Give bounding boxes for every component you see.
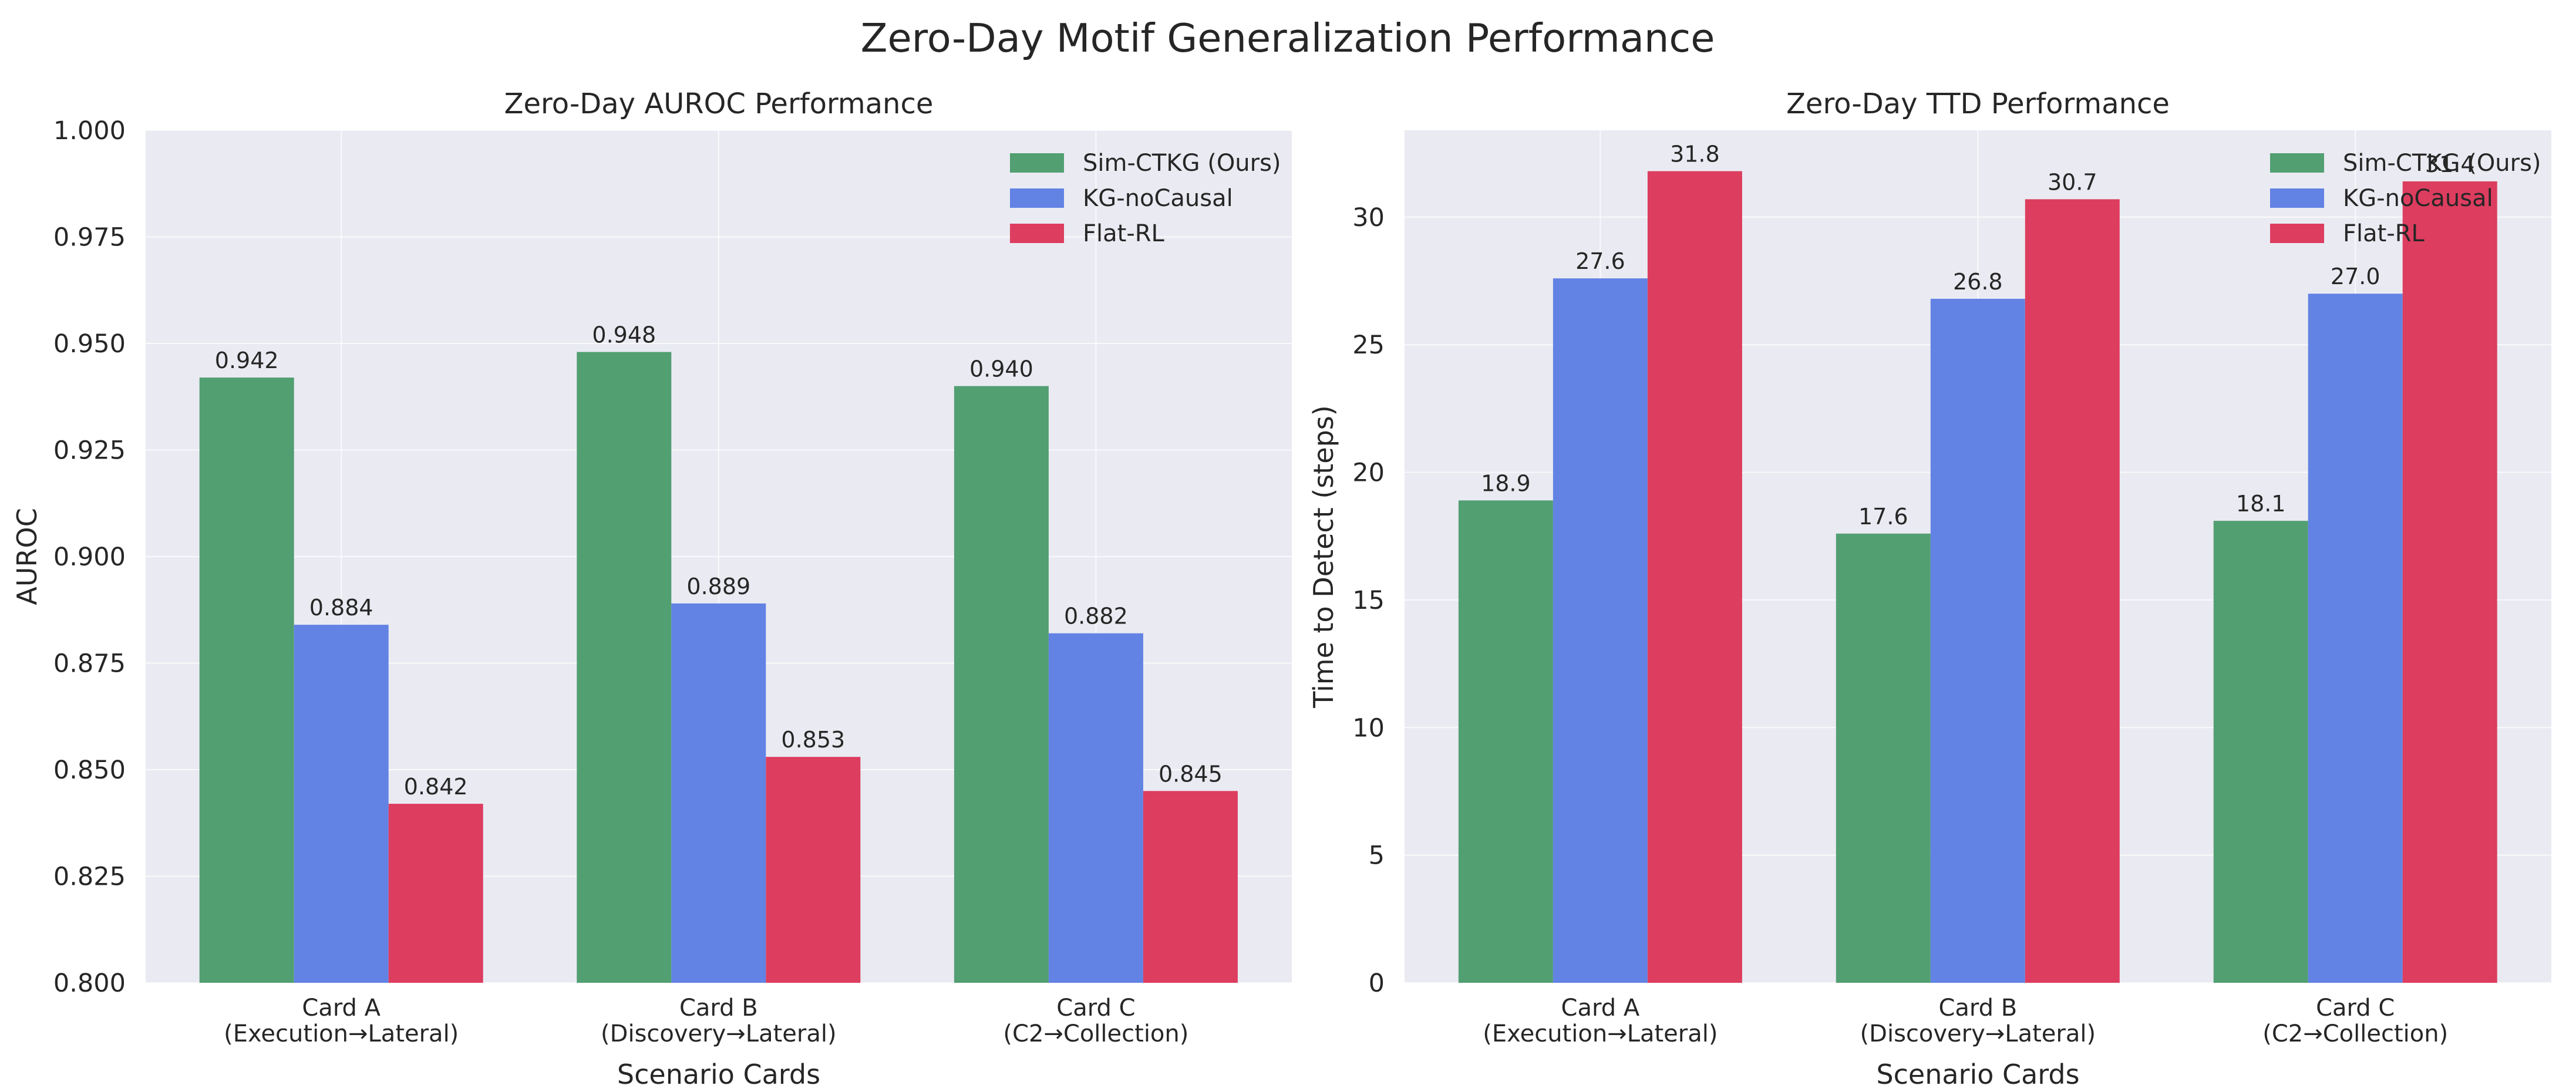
- chart2-bar: [2402, 181, 2497, 983]
- chart1-bar-value-label: 0.845: [1159, 761, 1223, 787]
- chart2-bar-value-label: 18.1: [2236, 491, 2286, 517]
- chart2-category-label: Card A: [1561, 995, 1640, 1022]
- chart2-bar-value-label: 17.6: [1858, 504, 1908, 530]
- chart1-bar: [954, 386, 1049, 983]
- chart1-bar: [766, 757, 861, 983]
- chart2-y-tick-label: 10: [1352, 713, 1385, 743]
- chart1-category-label: Card C: [1056, 995, 1135, 1022]
- chart2-bar: [2025, 199, 2120, 983]
- chart2-bar-value-label: 30.7: [2048, 169, 2097, 195]
- chart1-bar: [1143, 791, 1238, 983]
- chart2-bar: [1458, 500, 1553, 983]
- chart2-y-tick-label: 30: [1352, 203, 1385, 232]
- chart2-bar: [1836, 533, 1931, 983]
- chart2-legend-swatch: [2270, 153, 2324, 173]
- chart1-bar: [294, 625, 389, 983]
- chart1-legend-label: Flat-RL: [1083, 220, 1165, 247]
- chart1-y-tick-label: 0.975: [53, 223, 126, 252]
- chart1-legend-swatch: [1010, 224, 1064, 243]
- chart1-legend-swatch: [1010, 153, 1064, 173]
- chart1-category-label: (Discovery→Lateral): [601, 1020, 837, 1047]
- chart2-bar-value-label: 31.8: [1670, 141, 1720, 167]
- chart1-category-label: (Execution→Lateral): [224, 1020, 459, 1047]
- chart1-bar-value-label: 0.889: [686, 574, 750, 599]
- chart1-bar-value-label: 0.884: [309, 595, 373, 621]
- chart2-y-tick-label: 0: [1369, 969, 1385, 998]
- chart2-category-label: Card C: [2316, 995, 2395, 1022]
- chart1-bar: [388, 804, 483, 983]
- chart2-bar: [1553, 278, 1648, 983]
- chart1-bar: [1048, 633, 1143, 983]
- chart2-y-tick-label: 20: [1352, 459, 1385, 488]
- chart1-y-tick-label: 0.950: [53, 329, 126, 359]
- chart2-y-axis-label: Time to Detect (steps): [1308, 405, 1339, 708]
- chart1-title: Zero-Day AUROC Performance: [504, 87, 934, 120]
- chart2-legend-label: Flat-RL: [2343, 220, 2425, 247]
- chart2-category-label: (Execution→Lateral): [1483, 1020, 1718, 1047]
- chart1-y-axis-label: AUROC: [11, 508, 43, 605]
- chart2-y-tick-label: 15: [1352, 586, 1385, 615]
- chart2-bar-value-label: 31.4: [2425, 151, 2475, 177]
- chart2-bar: [2308, 294, 2403, 983]
- chart2-bar: [1930, 298, 2025, 983]
- chart1-x-axis-label: Scenario Cards: [617, 1059, 820, 1090]
- chart1-bar: [577, 352, 672, 983]
- chart1-legend-label: KG-noCausal: [1083, 185, 1233, 212]
- chart1-y-tick-label: 1.000: [53, 116, 126, 146]
- chart2-bar-value-label: 18.9: [1481, 470, 1531, 496]
- chart2-category-label: (Discovery→Lateral): [1860, 1020, 2096, 1047]
- chart1-category-label: Card A: [302, 995, 380, 1022]
- chart2-bar: [1647, 171, 1742, 983]
- chart1-legend-swatch: [1010, 188, 1064, 208]
- chart1-bar-value-label: 0.942: [215, 348, 279, 373]
- chart2-bar-value-label: 27.6: [1575, 248, 1625, 274]
- chart2-legend-label: KG-noCausal: [2343, 185, 2493, 212]
- chart1-category-label: Card B: [679, 995, 758, 1022]
- chart2-legend-swatch: [2270, 224, 2324, 243]
- chart1-y-tick-label: 0.900: [53, 542, 126, 572]
- chart1-y-tick-label: 0.825: [53, 862, 126, 892]
- chart1-y-tick-label: 0.925: [53, 436, 126, 466]
- chart1-category-label: (C2→Collection): [1003, 1020, 1188, 1047]
- chart2-title: Zero-Day TTD Performance: [1786, 87, 2170, 120]
- chart1-y-tick-label: 0.875: [53, 649, 126, 679]
- chart2-bar: [2213, 521, 2308, 983]
- chart1-bar: [671, 603, 766, 983]
- chart1-bar-value-label: 0.948: [592, 322, 656, 348]
- chart2-y-tick-label: 5: [1369, 841, 1385, 871]
- chart2-legend-label: Sim-CTKG (Ours): [2343, 150, 2541, 177]
- chart2-y-tick-label: 25: [1352, 331, 1385, 360]
- chart1-bar-value-label: 0.842: [404, 774, 468, 800]
- chart2-legend-swatch: [2270, 188, 2324, 208]
- chart1-bar: [199, 378, 294, 983]
- chart1-bar-value-label: 0.882: [1064, 604, 1128, 629]
- figure-title: Zero-Day Motif Generalization Performanc…: [861, 15, 1715, 61]
- chart2-bar-value-label: 27.0: [2331, 264, 2380, 289]
- chart1-legend-label: Sim-CTKG (Ours): [1083, 150, 1281, 177]
- chart2-category-label: Card B: [1938, 995, 2017, 1022]
- chart1-y-tick-label: 0.850: [53, 756, 126, 785]
- chart1-y-tick-label: 0.800: [53, 969, 126, 998]
- chart2-bar-value-label: 26.8: [1953, 269, 2003, 295]
- chart1-bar-value-label: 0.853: [781, 727, 845, 753]
- chart1-bar-value-label: 0.940: [969, 356, 1033, 382]
- chart2-x-axis-label: Scenario Cards: [1876, 1059, 2079, 1090]
- chart2-category-label: (C2→Collection): [2262, 1020, 2448, 1047]
